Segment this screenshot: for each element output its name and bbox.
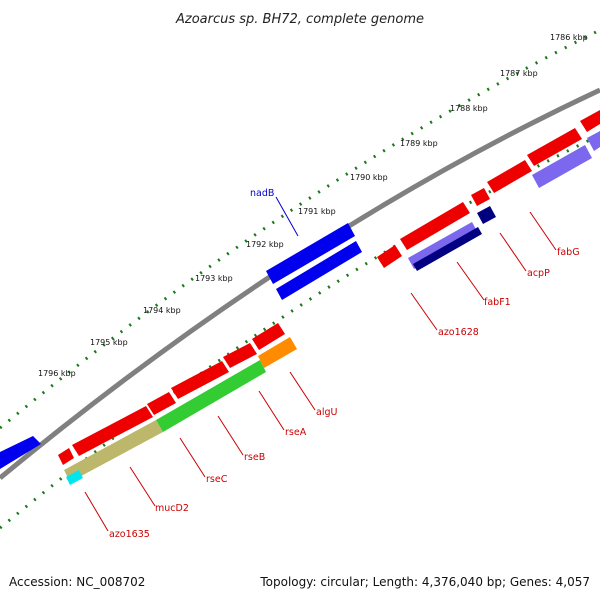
- tick-label: 1790 kbp: [350, 173, 388, 182]
- accession-text: Accession: NC_008702: [9, 575, 145, 589]
- gene-label-nadB[interactable]: nadB: [250, 188, 274, 199]
- cds-fabG-block[interactable]: [487, 160, 532, 193]
- reverse-strand-features: [64, 131, 600, 485]
- cds-rseB-block[interactable]: [147, 392, 176, 415]
- cds-left-blue-block[interactable]: [0, 436, 41, 469]
- tick-label: 1787 kbp: [500, 69, 538, 78]
- outer-tick-arc: [0, 28, 600, 430]
- tick-label: 1789 kbp: [400, 139, 438, 148]
- leader-azo1628: [410, 292, 438, 331]
- feature-purple-2[interactable]: [477, 206, 496, 224]
- gene-label-rseC[interactable]: rseC: [206, 474, 228, 485]
- tick-label: 1796 kbp: [38, 369, 76, 378]
- tick-label: 1792 kbp: [246, 240, 284, 249]
- feature-purple-3[interactable]: [532, 145, 592, 188]
- tick-label: 1791 kbp: [298, 207, 336, 216]
- cds-azo1628-block[interactable]: [377, 245, 402, 268]
- feature-cyan[interactable]: [66, 470, 83, 485]
- cds-nadB-block-2[interactable]: [276, 241, 362, 300]
- leader-fabF1: [456, 261, 485, 301]
- gene-label-fabF1[interactable]: fabF1: [484, 297, 511, 308]
- tick-label: 1793 kbp: [195, 274, 233, 283]
- leader-nadB: [275, 196, 299, 237]
- feature-khaki[interactable]: [64, 420, 163, 482]
- cds-algU-block[interactable]: [223, 343, 257, 368]
- leader-mucD2: [129, 466, 156, 507]
- cds-fabF1-block[interactable]: [400, 202, 470, 250]
- gene-label-acpP[interactable]: acpP: [527, 268, 550, 279]
- cds-acpP-block[interactable]: [471, 188, 490, 206]
- gene-label-mucD2[interactable]: mucD2: [155, 503, 189, 514]
- cds-rseC-block[interactable]: [58, 448, 74, 465]
- cds-nadB-block[interactable]: [266, 223, 355, 284]
- feature-orange[interactable]: [258, 337, 297, 368]
- gene-label-fabG[interactable]: fabG: [557, 247, 580, 258]
- tick-label: 1786 kbp: [550, 33, 588, 42]
- feature-navy[interactable]: [413, 227, 482, 271]
- tick-label: 1794 kbp: [143, 306, 181, 315]
- gene-label-azo1635[interactable]: azo1635: [109, 529, 150, 540]
- leader-rseB: [217, 415, 244, 456]
- cds-rseA-block[interactable]: [171, 361, 229, 399]
- leader-fabG: [529, 211, 557, 251]
- cds-edge-block[interactable]: [580, 110, 600, 132]
- cds-mucD2-block[interactable]: [72, 406, 153, 456]
- cds-next-block[interactable]: [527, 128, 582, 166]
- gene-label-azo1628[interactable]: azo1628: [438, 327, 479, 338]
- tick-label: 1795 kbp: [90, 338, 128, 347]
- genome-summary-text: Topology: circular; Length: 4,376,040 bp…: [259, 575, 590, 589]
- gene-label-algU[interactable]: algU: [316, 407, 337, 418]
- leader-acpP: [499, 232, 527, 272]
- tick-label: 1788 kbp: [450, 104, 488, 113]
- leader-lines: [84, 196, 557, 532]
- forward-strand-cds: [58, 110, 600, 465]
- tick-labels: 1786 kbp 1787 kbp 1788 kbp 1789 kbp 1790…: [38, 33, 588, 378]
- leader-rseC: [179, 437, 206, 478]
- leader-rseA: [258, 390, 285, 431]
- gene-labels: nadB fabG acpP fabF1 azo1628 algU rseA r…: [109, 188, 580, 540]
- feature-purple-4[interactable]: [587, 131, 600, 151]
- map-title: Azoarcus sp. BH72, complete genome: [175, 12, 424, 27]
- gene-label-rseB[interactable]: rseB: [244, 452, 265, 463]
- leader-algU: [289, 371, 316, 411]
- gene-label-rseA[interactable]: rseA: [285, 427, 307, 438]
- feature-green[interactable]: [156, 360, 266, 432]
- cds-algU-tip[interactable]: [252, 323, 285, 350]
- nadB-cds: [0, 223, 362, 469]
- leader-azo1635: [84, 491, 109, 532]
